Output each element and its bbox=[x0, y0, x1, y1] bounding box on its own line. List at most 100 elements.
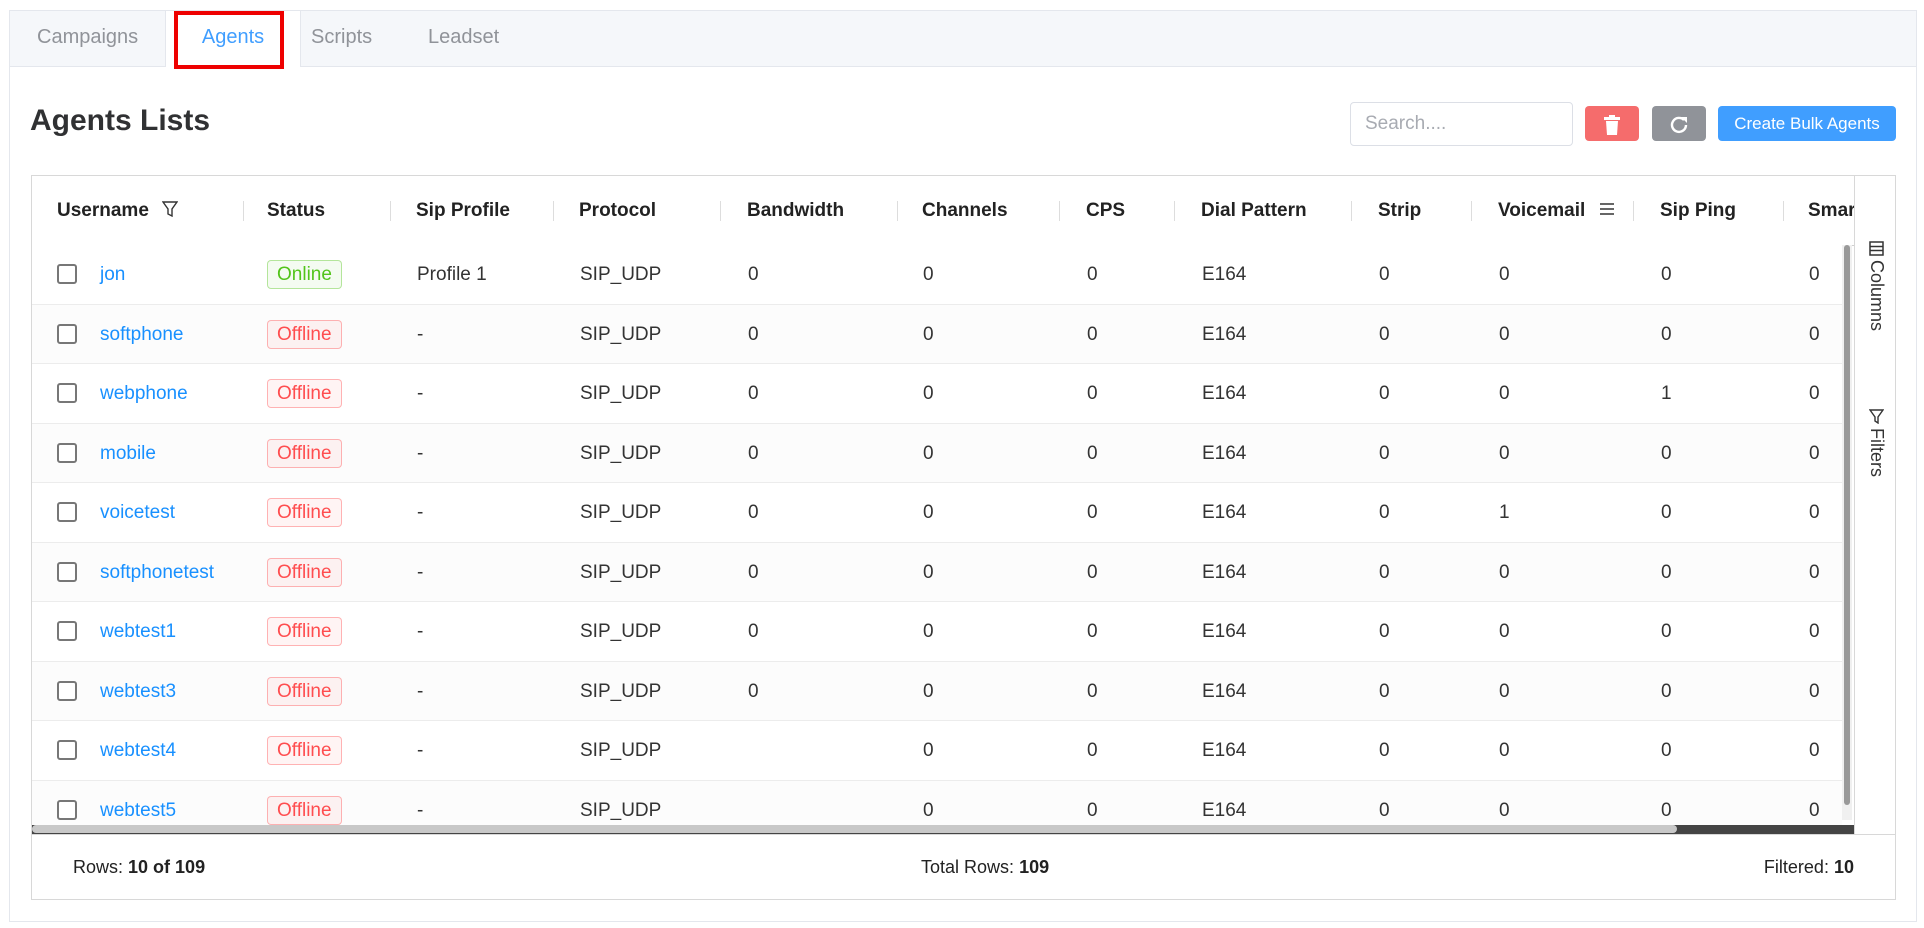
cell: 0 bbox=[1087, 264, 1098, 285]
column-separator bbox=[1471, 201, 1472, 221]
cell: 0 bbox=[748, 680, 759, 702]
column-header[interactable]: Voicemail bbox=[1498, 176, 1615, 245]
column-header[interactable]: Username bbox=[57, 176, 179, 245]
table-row: softphonetest Offline - SIP_UDP 0 0 0 E164 0 0 0 0 bbox=[32, 542, 1842, 602]
cell: 0 bbox=[1499, 799, 1510, 821]
delete-button[interactable] bbox=[1585, 106, 1639, 141]
column-header[interactable]: Sip Profile bbox=[416, 200, 510, 221]
column-separator bbox=[390, 201, 391, 221]
checkbox[interactable] bbox=[57, 264, 77, 284]
column-header[interactable]: Strip bbox=[1378, 200, 1422, 221]
column-header[interactable]: Status bbox=[267, 200, 326, 221]
cell: 0 bbox=[1379, 323, 1390, 345]
username-link[interactable]: mobile bbox=[100, 442, 156, 464]
h-scrollbar bbox=[32, 825, 1854, 834]
checkbox[interactable] bbox=[57, 621, 77, 641]
username-link[interactable]: softphonetest bbox=[100, 561, 215, 583]
side-panel: Columns Filters bbox=[1854, 176, 1895, 834]
username-link[interactable]: voicetest bbox=[100, 502, 175, 523]
cell: 0 bbox=[1661, 799, 1672, 821]
cell: 0 bbox=[1499, 621, 1510, 642]
status-tag: Offline bbox=[267, 498, 342, 527]
table-row: webtest3 Offline - SIP_UDP 0 0 0 E164 0 0 0 0 bbox=[32, 661, 1842, 721]
tab[interactable]: Leadset bbox=[428, 26, 500, 48]
search-input[interactable]: Search.... bbox=[1350, 102, 1573, 146]
cell: 0 bbox=[1379, 561, 1390, 583]
filtered-info: Filtered: 10 bbox=[1764, 834, 1854, 900]
status-tag: Offline bbox=[267, 438, 342, 468]
refresh-button[interactable] bbox=[1652, 106, 1706, 141]
tab[interactable]: Campaigns bbox=[37, 26, 139, 48]
username-link[interactable]: webtest4 bbox=[100, 740, 177, 761]
cell: 0 bbox=[923, 383, 934, 404]
side-tab[interactable]: Columns bbox=[1867, 260, 1887, 332]
cell: 0 bbox=[1499, 680, 1510, 702]
filter-icon[interactable] bbox=[161, 201, 179, 218]
cell: 0 bbox=[1499, 442, 1510, 464]
checkbox[interactable] bbox=[57, 799, 77, 820]
cell: - bbox=[417, 442, 424, 464]
column-separator bbox=[243, 201, 244, 221]
create-button[interactable]: Create Bulk Agents bbox=[1718, 106, 1896, 141]
cell: SIP_UDP bbox=[580, 799, 662, 821]
cell: 0 bbox=[1809, 740, 1820, 761]
cell: 0 bbox=[1379, 621, 1390, 642]
column-header[interactable]: Channels bbox=[922, 200, 1008, 221]
column-separator bbox=[1174, 201, 1175, 221]
tab[interactable]: Agents bbox=[165, 11, 301, 67]
checkbox[interactable] bbox=[57, 502, 77, 522]
cell: 0 bbox=[1809, 680, 1820, 702]
column-header[interactable]: Sip Ping bbox=[1660, 200, 1736, 221]
username-link[interactable]: webtest1 bbox=[100, 621, 177, 642]
cell: 0 bbox=[923, 740, 934, 761]
cell: 0 bbox=[1809, 561, 1820, 583]
menu-icon[interactable] bbox=[1599, 202, 1615, 216]
username-link[interactable]: webtest5 bbox=[100, 799, 177, 821]
checkbox[interactable] bbox=[57, 383, 77, 403]
checkbox[interactable] bbox=[57, 740, 77, 760]
username-link[interactable]: webtest3 bbox=[100, 680, 177, 702]
cell: - bbox=[417, 740, 424, 761]
cell: 0 bbox=[1379, 680, 1390, 702]
column-header[interactable]: Bandwidth bbox=[747, 200, 845, 221]
column-header[interactable]: Smar bbox=[1808, 200, 1856, 221]
column-header[interactable]: Dial Pattern bbox=[1201, 200, 1307, 221]
cell: 0 bbox=[1087, 323, 1098, 345]
cell: 0 bbox=[1809, 442, 1820, 464]
side-tab[interactable]: Filters bbox=[1867, 428, 1887, 477]
cell: 0 bbox=[1661, 561, 1672, 583]
checkbox[interactable] bbox=[57, 442, 77, 463]
checkbox[interactable] bbox=[57, 561, 77, 582]
column-header[interactable]: Protocol bbox=[579, 200, 657, 221]
tab[interactable]: Scripts bbox=[311, 26, 373, 48]
column-separator bbox=[1633, 201, 1634, 221]
column-separator bbox=[553, 201, 554, 221]
cell: SIP_UDP bbox=[580, 740, 662, 761]
cell: 0 bbox=[1809, 383, 1820, 404]
cell: E164 bbox=[1202, 799, 1247, 821]
page-title: Agents Lists bbox=[30, 104, 211, 137]
cell: 0 bbox=[748, 442, 759, 464]
tab-bar: Campaigns Agents Scripts Leadset bbox=[10, 11, 1916, 67]
status-tag: Offline bbox=[267, 379, 342, 408]
cell: - bbox=[417, 561, 424, 583]
checkbox[interactable] bbox=[57, 323, 77, 344]
username-link[interactable]: webphone bbox=[100, 383, 188, 404]
data-table: Username Status Sip Profile Protocol Bandwi… bbox=[31, 175, 1896, 835]
cell: E164 bbox=[1202, 323, 1247, 345]
value: 109 bbox=[1019, 857, 1050, 877]
username-link[interactable]: softphone bbox=[100, 323, 184, 345]
column-separator bbox=[720, 201, 721, 221]
cell: 0 bbox=[923, 799, 934, 821]
column-header[interactable]: CPS bbox=[1086, 200, 1126, 221]
status-tag: Offline bbox=[267, 676, 342, 706]
cell: SIP_UDP bbox=[580, 680, 662, 702]
cell: 0 bbox=[923, 561, 934, 583]
cell: 0 bbox=[1809, 502, 1820, 523]
status-tag: Offline bbox=[267, 319, 342, 349]
username-link[interactable]: jon bbox=[100, 264, 126, 285]
checkbox[interactable] bbox=[57, 680, 77, 701]
cell: 0 bbox=[1499, 264, 1510, 285]
cell: SIP_UDP bbox=[580, 561, 662, 583]
table-row: mobile Offline - SIP_UDP 0 0 0 E164 0 0 0 0 bbox=[32, 423, 1842, 483]
